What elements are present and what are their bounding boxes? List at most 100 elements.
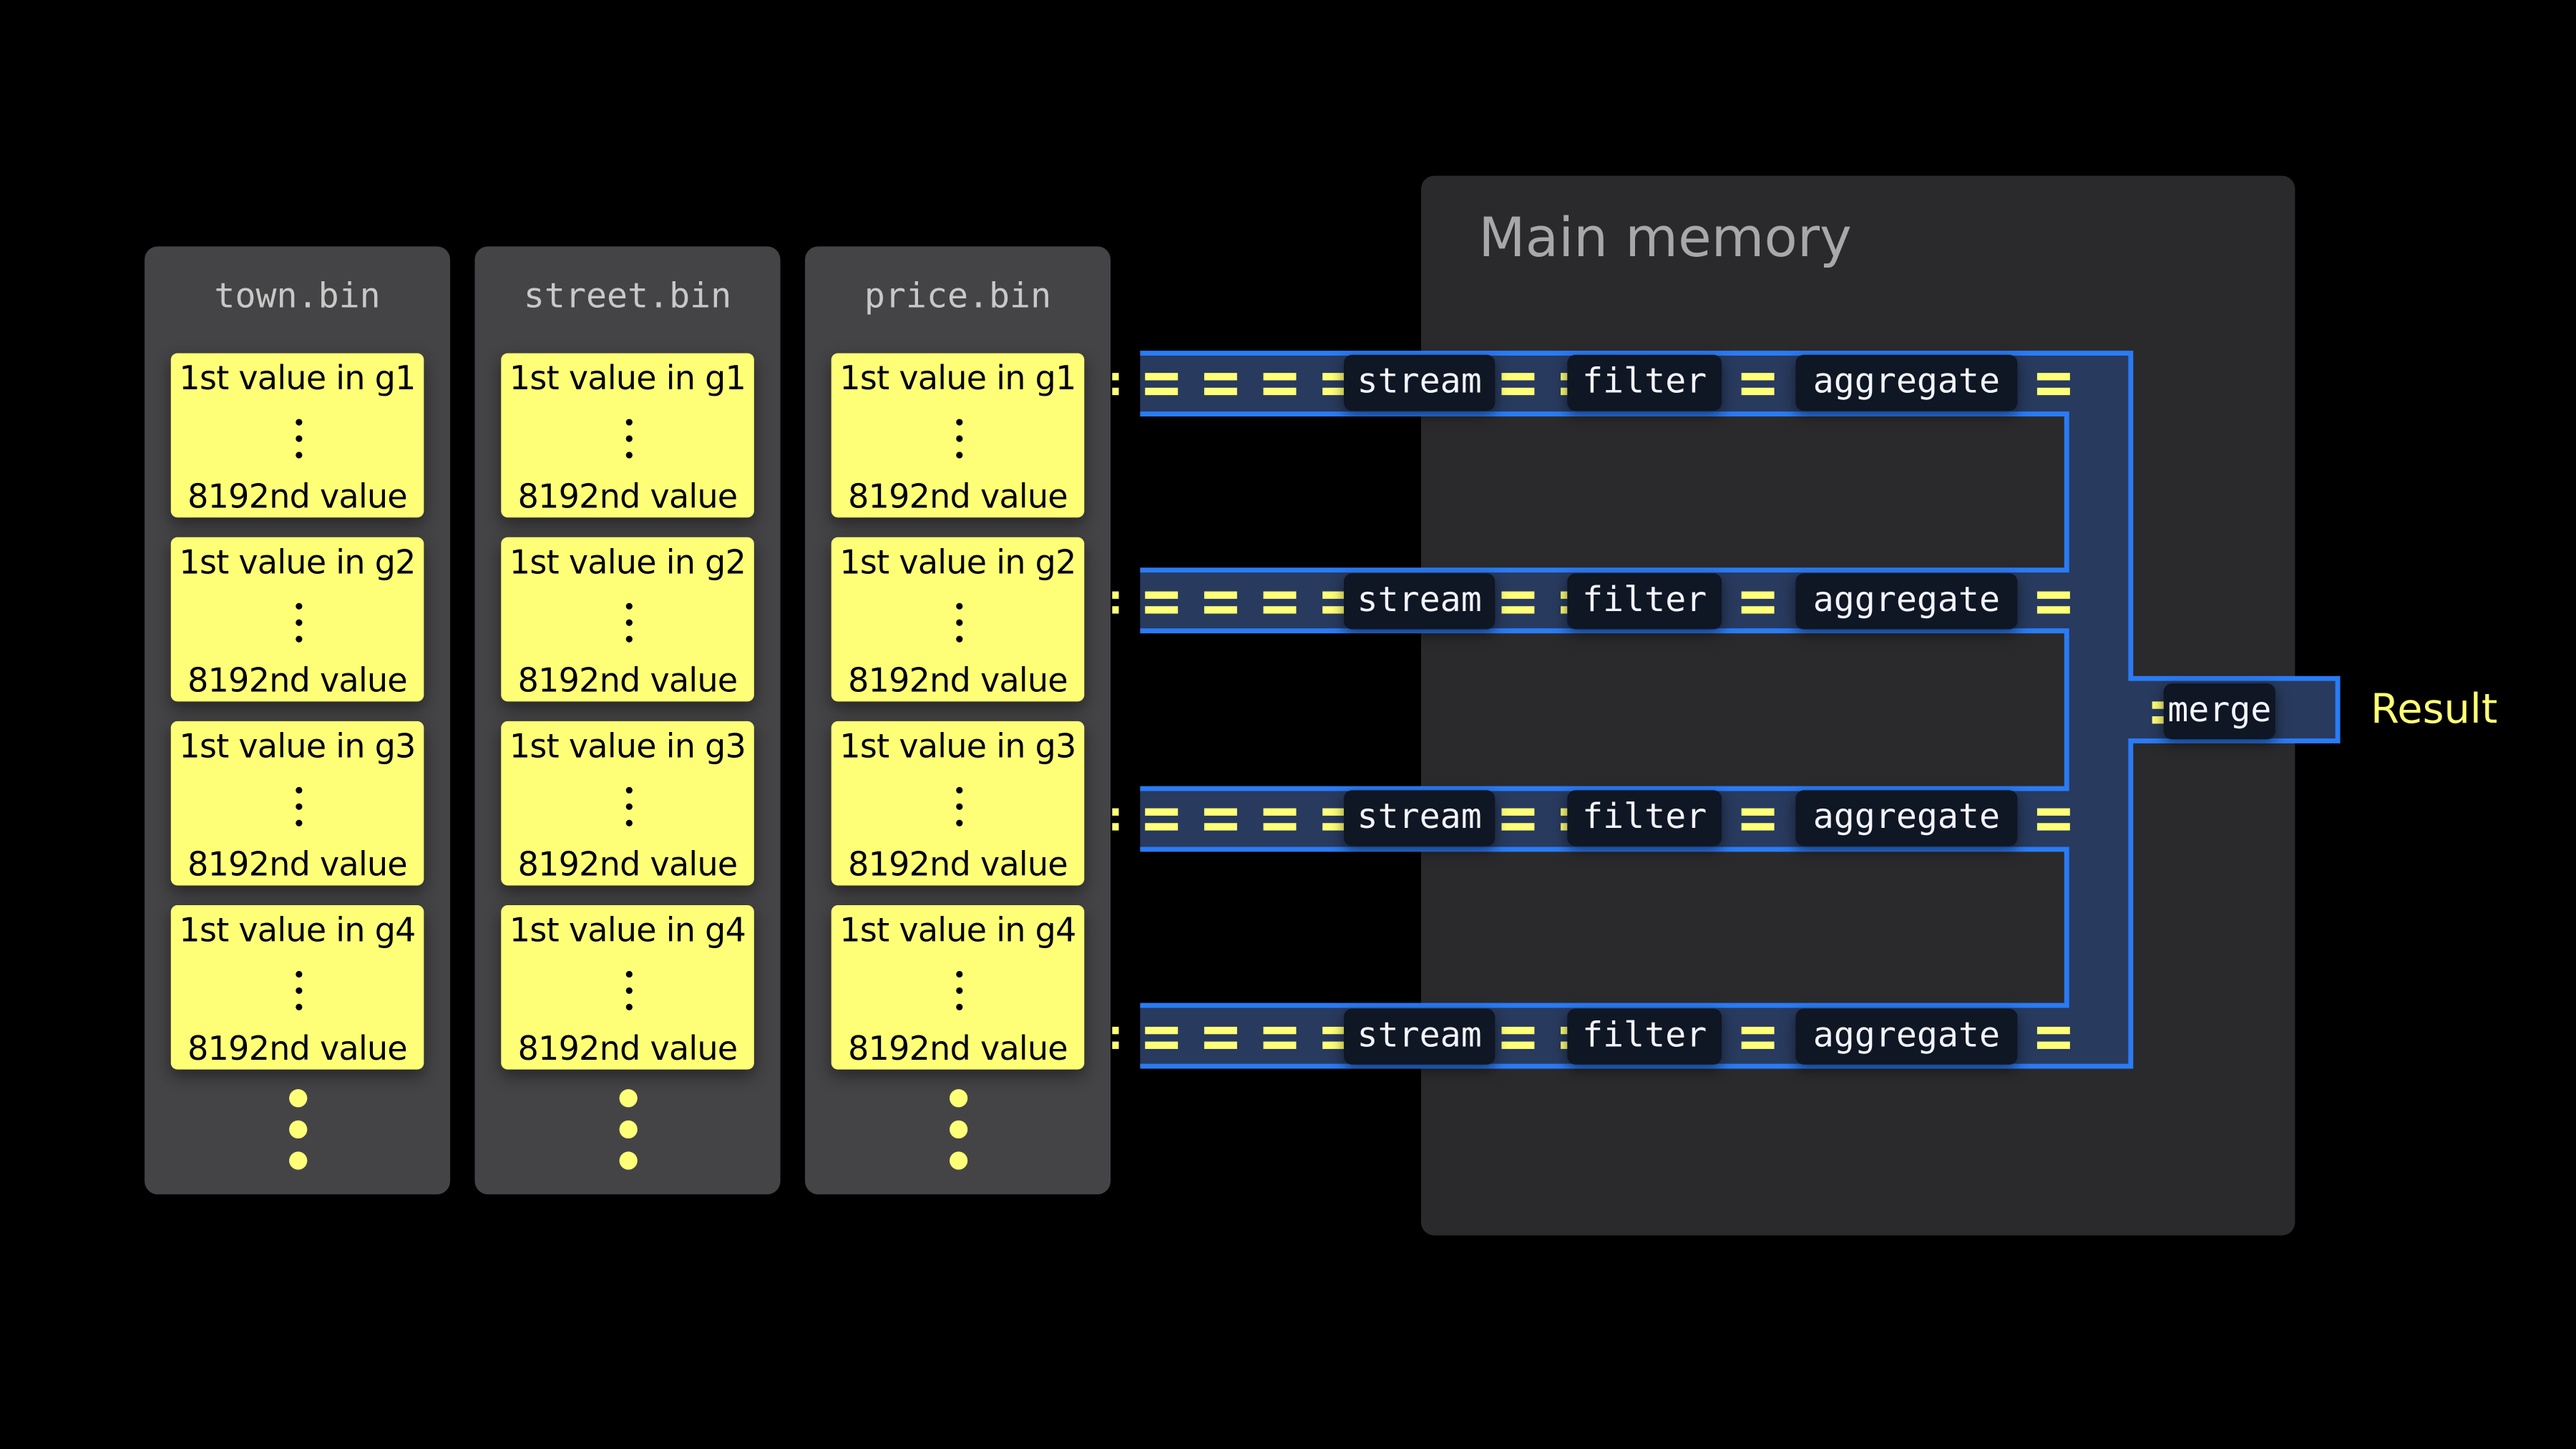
stage-filter: filter — [1567, 790, 1722, 847]
ellipsis-dot — [296, 803, 303, 810]
data-flow-mark — [1112, 808, 1119, 816]
result-label: Result — [2370, 685, 2498, 733]
stage-filter: filter — [1567, 354, 1722, 411]
data-flow-mark — [1204, 606, 1237, 614]
data-flow-mark — [1322, 1041, 1356, 1049]
ellipsis-dot — [625, 970, 633, 978]
data-flow-mark — [1741, 808, 1775, 816]
ellipsis-dot — [625, 419, 633, 426]
more-granules-dot — [289, 1151, 308, 1170]
data-flow-mark — [1112, 606, 1119, 614]
granule-block: 1st value in g4 8192nd value — [170, 905, 424, 1070]
data-flow-mark — [1501, 387, 1535, 396]
data-flow-mark — [2036, 808, 2070, 816]
stage-aggregate: aggregate — [1795, 790, 2018, 847]
more-granules-dot — [950, 1120, 968, 1139]
more-granules-dot — [619, 1151, 638, 1170]
last-value: 8192nd value — [517, 1028, 738, 1068]
data-flow-mark — [1204, 387, 1237, 396]
first-value: 1st value in g4 — [839, 909, 1076, 950]
stage-stream: stream — [1344, 1008, 1496, 1065]
data-flow-mark — [2036, 606, 2070, 614]
ellipsis-dot — [296, 435, 303, 442]
stage-filter: filter — [1567, 573, 1722, 630]
data-flow-mark — [2036, 823, 2070, 831]
data-flow-mark — [1501, 1026, 1535, 1035]
stage-aggregate: aggregate — [1795, 354, 2018, 411]
first-value: 1st value in g1 — [839, 358, 1076, 398]
data-flow-mark — [1145, 591, 1179, 599]
data-flow-mark — [1263, 1041, 1297, 1049]
stage-stream: stream — [1344, 790, 1496, 847]
data-flow-mark — [1741, 591, 1775, 599]
ellipsis-dot — [956, 452, 963, 459]
data-flow-mark — [2152, 716, 2165, 724]
data-flow-mark — [1501, 373, 1535, 381]
data-flow-mark — [1263, 606, 1297, 614]
data-flow-mark — [1204, 1026, 1237, 1035]
stage-aggregate: aggregate — [1795, 1008, 2018, 1065]
last-value: 8192nd value — [848, 1028, 1068, 1068]
data-flow-mark — [1741, 606, 1775, 614]
last-value: 8192nd value — [517, 476, 738, 516]
ellipsis-dot — [625, 987, 633, 995]
ellipsis-dot — [956, 987, 963, 995]
first-value: 1st value in g4 — [509, 909, 746, 950]
ellipsis-dot — [956, 786, 963, 794]
data-flow-mark — [1322, 823, 1356, 831]
data-flow-mark — [1145, 823, 1179, 831]
data-flow-mark — [1741, 387, 1775, 396]
data-flow-mark — [1204, 823, 1237, 831]
ellipsis-dot — [956, 619, 963, 626]
data-flow-mark — [1263, 387, 1297, 396]
more-granules-dot — [619, 1120, 638, 1139]
data-flow-mark — [1145, 606, 1179, 614]
more-granules-dot — [950, 1089, 968, 1108]
first-value: 1st value in g2 — [509, 542, 746, 582]
data-flow-mark — [2036, 1026, 2070, 1035]
stage-stream: stream — [1344, 573, 1496, 630]
stage-filter: filter — [1567, 1008, 1722, 1065]
last-value: 8192nd value — [187, 844, 408, 884]
last-value: 8192nd value — [187, 476, 408, 516]
ellipsis-dot — [956, 602, 963, 610]
data-flow-mark — [2152, 701, 2165, 709]
data-flow-mark — [1145, 1026, 1179, 1035]
granule-block: 1st value in g4 8192nd value — [501, 905, 754, 1070]
ellipsis-dot — [956, 1003, 963, 1010]
data-flow-mark — [1322, 808, 1356, 816]
ellipsis-dot — [296, 602, 303, 610]
ellipsis-dot — [625, 602, 633, 610]
data-flow-mark — [2036, 387, 2070, 396]
data-flow-mark — [1741, 1041, 1775, 1049]
data-flow-mark — [1741, 823, 1775, 831]
data-flow-mark — [1501, 1041, 1535, 1049]
granule-block: 1st value in g3 8192nd value — [170, 721, 424, 886]
data-flow-mark — [1501, 591, 1535, 599]
first-value: 1st value in g1 — [179, 358, 416, 398]
granule-block: 1st value in g3 8192nd value — [831, 721, 1085, 886]
first-value: 1st value in g4 — [179, 909, 416, 950]
first-value: 1st value in g1 — [509, 358, 746, 398]
ellipsis-dot — [956, 803, 963, 810]
ellipsis-dot — [296, 987, 303, 995]
data-flow-mark — [1112, 373, 1119, 381]
data-flow-mark — [1112, 1026, 1119, 1035]
granule-block: 1st value in g2 8192nd value — [831, 537, 1085, 702]
last-value: 8192nd value — [848, 660, 1068, 701]
data-flow-mark — [1501, 606, 1535, 614]
granule-block: 1st value in g1 8192nd value — [170, 353, 424, 518]
ellipsis-dot — [625, 1003, 633, 1010]
file-name: town.bin — [214, 275, 381, 316]
ellipsis-dot — [625, 452, 633, 459]
data-flow-mark — [1112, 1041, 1119, 1049]
main-memory-title: Main memory — [1478, 205, 1852, 270]
ellipsis-dot — [956, 635, 963, 643]
data-flow-mark — [1204, 1041, 1237, 1049]
ellipsis-dot — [956, 970, 963, 978]
ellipsis-dot — [625, 435, 633, 442]
ellipsis-dot — [296, 419, 303, 426]
granule-block: 1st value in g1 8192nd value — [831, 353, 1085, 518]
granule-block: 1st value in g3 8192nd value — [501, 721, 754, 886]
